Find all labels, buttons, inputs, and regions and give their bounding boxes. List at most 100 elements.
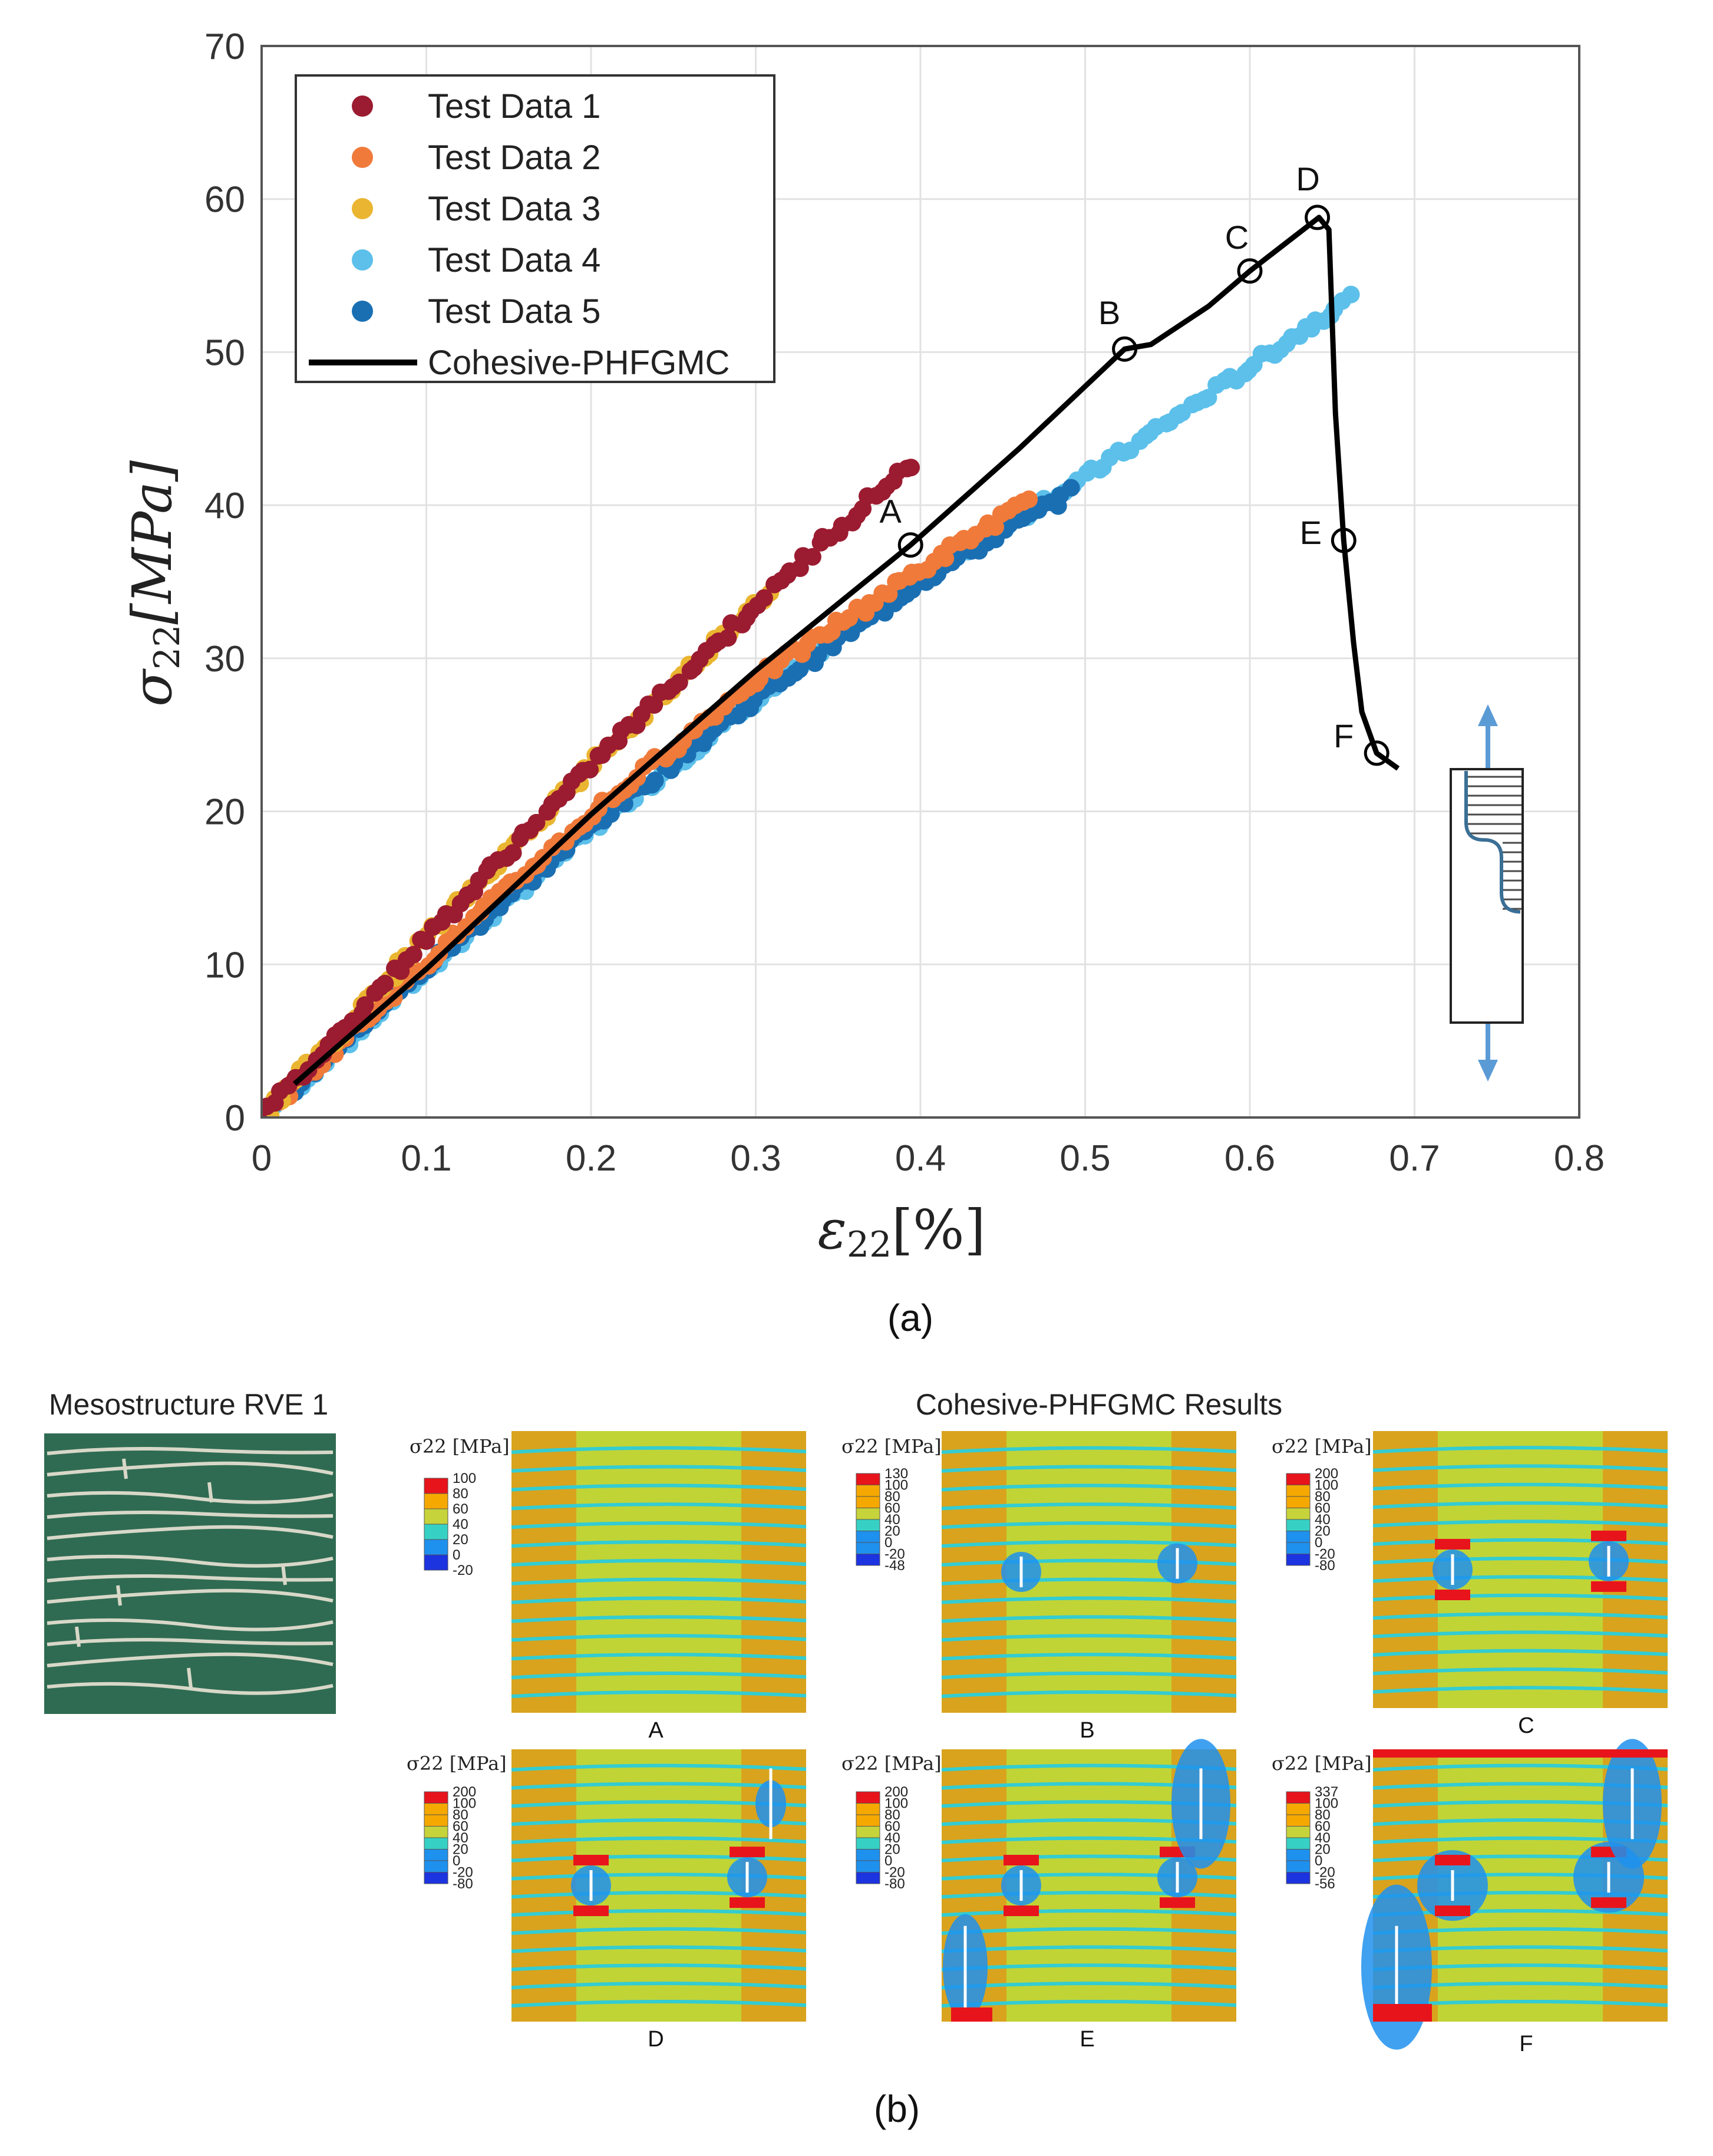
- colorbar-tick-label: 20: [1315, 1842, 1331, 1858]
- data-point: [719, 629, 737, 647]
- legend-swatch-test-data-3: [352, 198, 373, 219]
- contour-interface-band: [941, 1577, 1237, 1585]
- colorbar-swatch: [424, 1803, 448, 1815]
- contour-interface-band: [511, 1539, 807, 1548]
- contour-high-stress: [1435, 1906, 1470, 1916]
- colorbar-tick-label: 60: [1315, 1501, 1331, 1517]
- colorbar-swatch: [424, 1826, 448, 1838]
- colorbar-tick-label: -20: [453, 1865, 473, 1881]
- arrow-down-icon: [1478, 1060, 1498, 1082]
- colorbar-tick-label: 100: [1315, 1796, 1338, 1812]
- colorbar-tick-label: -80: [884, 1876, 905, 1892]
- contour-interface-band: [941, 1539, 1237, 1548]
- colorbar-tick-label: 0: [453, 1853, 460, 1869]
- colorbar-swatch: [424, 1814, 448, 1827]
- contour-interface-band: [511, 1690, 807, 1699]
- inset-hatching: [1467, 776, 1521, 910]
- contour-interface-band: [941, 1484, 1237, 1492]
- rve-vertical-joint: [75, 1626, 81, 1647]
- legend-label-test-data-4: Test Data 4: [428, 241, 600, 279]
- data-point: [581, 760, 599, 779]
- contour-high-stress: [951, 2007, 992, 2022]
- caption-b: (b): [874, 2088, 920, 2130]
- colorbar-swatch: [1286, 1791, 1311, 1804]
- contour-high-stress: [1373, 1749, 1668, 1758]
- colorbar-tick-label: 200: [1315, 1466, 1338, 1482]
- contour-interface-band: [941, 1615, 1237, 1623]
- y-tick-label: 10: [204, 945, 245, 985]
- colorbar-tick-label: 80: [1315, 1807, 1331, 1823]
- contour-high-stress: [1591, 1897, 1626, 1908]
- contour-high-stress: [1435, 1855, 1470, 1865]
- colorbar-swatch: [424, 1539, 448, 1555]
- colorbar-title: σ22 [MPa]: [1272, 1752, 1372, 1775]
- legend-label-test-data-2: Test Data 2: [428, 139, 600, 177]
- colorbar-tick-label: 100: [884, 1478, 908, 1494]
- data-point: [803, 548, 821, 566]
- colorbar-tick-label: 40: [453, 1517, 468, 1532]
- colorbar-swatch: [1286, 1849, 1311, 1861]
- contour-interface-band: [511, 1596, 807, 1604]
- point-label-c: C: [1225, 219, 1249, 256]
- colorbar-tick-label: 40: [884, 1830, 900, 1846]
- colorbar-swatch: [424, 1872, 448, 1884]
- colorbar-tick-label: 100: [453, 1796, 476, 1812]
- colorbar-tick-label: 40: [1315, 1512, 1331, 1528]
- y-tick-label: 70: [204, 27, 245, 67]
- colorbar-tick-label: 130: [884, 1466, 908, 1482]
- colorbar-swatch: [856, 1554, 880, 1566]
- mesostructure-title: Mesostructure RVE 1: [49, 1388, 328, 1421]
- contour-interface-band: [1372, 1538, 1668, 1546]
- data-point: [1199, 388, 1217, 407]
- contour-interface-band: [1372, 1446, 1668, 1454]
- contour-interface-band: [941, 1999, 1237, 2008]
- x-tick-label: 0.7: [1389, 1138, 1440, 1179]
- colorbar-tick-label: 60: [1315, 1819, 1331, 1835]
- results-title: Cohesive-PHFGMC Results: [916, 1388, 1282, 1421]
- contour-interface-band: [511, 1945, 807, 1953]
- colorbar-swatch: [424, 1524, 448, 1540]
- series-cohesive-phfgmc: [292, 215, 1400, 1086]
- contour-interface-band: [1372, 1519, 1668, 1528]
- contour-interface-band: [941, 1634, 1237, 1642]
- x-axis-label: ε22[%]: [818, 1198, 986, 1265]
- model-curve-line: [292, 215, 1400, 1086]
- x-axis-unit: [%]: [892, 1198, 985, 1261]
- data-point: [902, 459, 920, 477]
- colorbar-swatch: [856, 1803, 880, 1815]
- contour-high-stress: [730, 1847, 765, 1858]
- x-tick-label: 0.6: [1224, 1138, 1275, 1179]
- colorbar-swatch: [1286, 1542, 1311, 1554]
- panel-label-f: F: [1519, 2032, 1533, 2056]
- point-label-e: E: [1300, 514, 1322, 551]
- colorbar-swatch: [424, 1508, 448, 1525]
- point-marker-d: [1305, 205, 1331, 230]
- contour-interface-band: [1372, 1630, 1668, 1639]
- colorbar-swatch: [856, 1849, 880, 1861]
- rve-platelet-boundary: [47, 1638, 334, 1646]
- colorbar-swatch: [856, 1508, 880, 1520]
- contour-high-stress: [1373, 2004, 1432, 2022]
- data-point: [404, 945, 423, 964]
- colorbar-tick-label: 80: [884, 1807, 900, 1823]
- colorbar-tick-label: 80: [1315, 1489, 1331, 1505]
- colorbar-tick-label: 337: [1315, 1784, 1338, 1800]
- caption-a: (a): [887, 1297, 933, 1339]
- y-axis-label: σ22[MPa]: [121, 460, 188, 707]
- colorbar-tick-label: 40: [453, 1830, 468, 1846]
- rve-platelet-boundary: [47, 1618, 334, 1631]
- x-tick-label: 0: [252, 1138, 272, 1179]
- colorbar-tick-label: 60: [884, 1501, 900, 1517]
- colorbar-swatch: [1286, 1860, 1311, 1873]
- contour-high-stress: [573, 1855, 609, 1865]
- y-axis-unit: [MPa]: [121, 460, 184, 625]
- contour-high-stress: [573, 1906, 609, 1916]
- colorbar-tick-label: -48: [884, 1558, 905, 1574]
- colorbar-swatch: [1286, 1872, 1311, 1884]
- legend-swatch-test-data-4: [352, 249, 373, 271]
- colorbar-tick-label: 0: [884, 1535, 892, 1551]
